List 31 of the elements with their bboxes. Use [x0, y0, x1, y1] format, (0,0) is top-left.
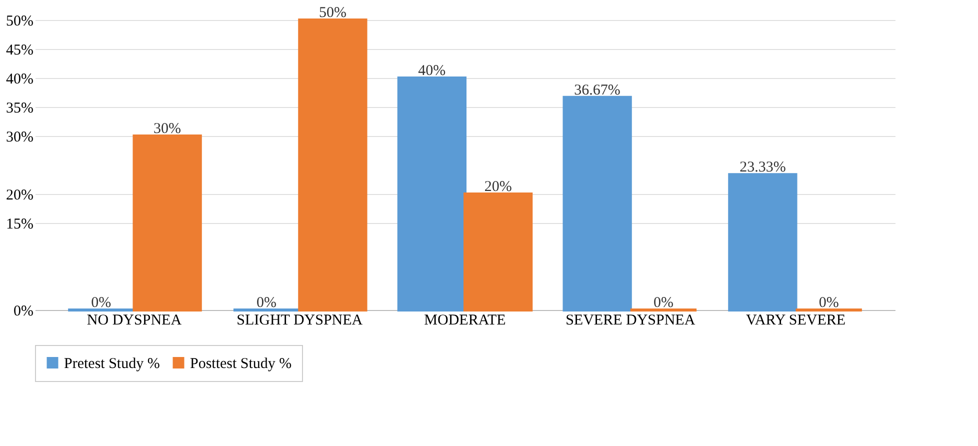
y-tick-label: 0%: [14, 304, 34, 320]
data-label: 30%: [154, 121, 182, 137]
y-tick-label: 40%: [6, 72, 34, 88]
data-label: 0%: [653, 295, 674, 311]
bar: [562, 96, 632, 312]
x-tick-label: MODERATE: [424, 312, 506, 328]
bar: [132, 134, 202, 312]
y-tick-label: 35%: [6, 100, 34, 116]
y-tick-label: 15%: [6, 216, 34, 232]
legend-label: Pretest Study %: [64, 356, 160, 372]
legend-label: Posttest Study %: [190, 356, 292, 372]
y-tick-label: 50%: [6, 14, 34, 30]
bar: [298, 18, 368, 312]
y-tick-label: 30%: [6, 130, 34, 146]
data-label: 23.33%: [740, 160, 786, 176]
bar: [464, 192, 533, 312]
data-label: 0%: [256, 295, 277, 311]
x-tick-label: SLIGHT DYSPNEA: [236, 312, 363, 328]
data-label: 36.67%: [574, 82, 620, 98]
bar: [728, 173, 798, 312]
y-tick-label: 45%: [6, 42, 34, 58]
data-label: 0%: [818, 295, 839, 311]
x-tick-label: SEVERE DYSPNEA: [566, 312, 696, 328]
y-tick-label: 20%: [6, 188, 34, 204]
data-label: 40%: [418, 63, 446, 79]
data-label: 0%: [91, 295, 112, 311]
x-tick-label: NO DYSPNEA: [86, 312, 182, 328]
x-tick-label: VARY SEVERE: [746, 312, 846, 328]
data-label: 20%: [484, 179, 512, 195]
bar: [397, 76, 466, 312]
data-label: 50%: [318, 5, 346, 21]
